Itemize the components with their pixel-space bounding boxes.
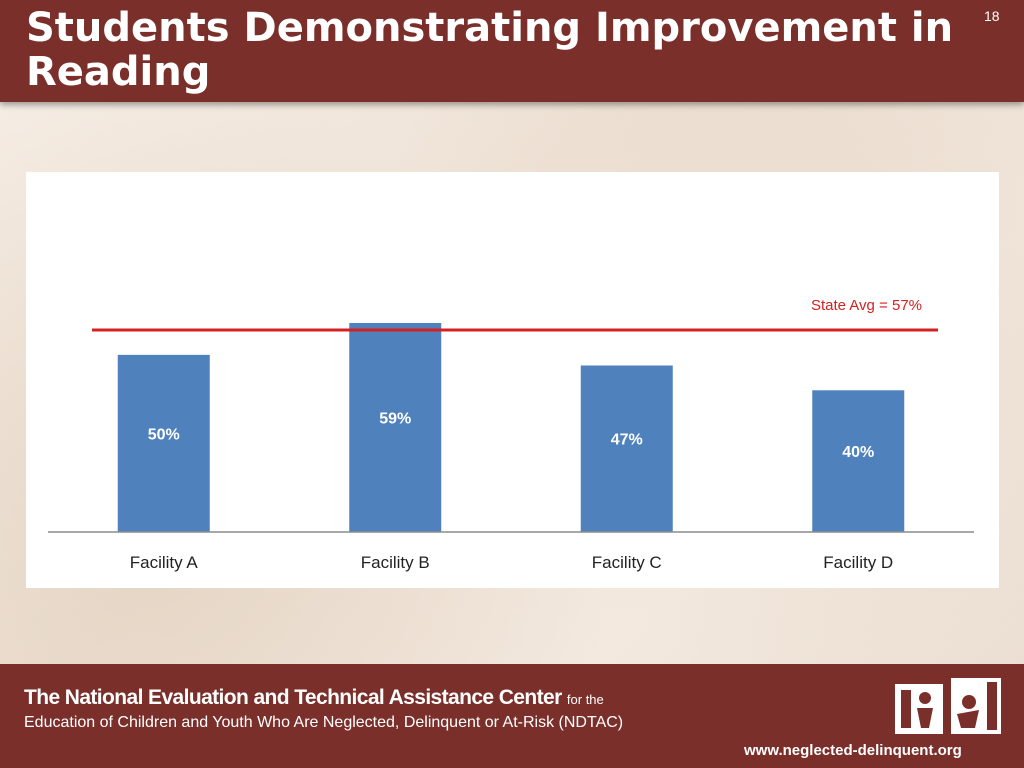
footer-url: www.neglected-delinquent.org: [744, 742, 962, 759]
footer-org-subtitle: Education of Children and Youth Who Are …: [24, 714, 624, 731]
bar-data-label: 59%: [379, 410, 411, 427]
x-tick-label: Facility D: [823, 553, 893, 572]
bar-data-label: 47%: [611, 432, 643, 449]
bar-data-label: 50%: [148, 426, 180, 443]
title-banner: Students Demonstrating Improvement in Re…: [0, 0, 1024, 102]
slide-title: Students Demonstrating Improvement in Re…: [26, 5, 954, 95]
state-average-label: State Avg = 57%: [811, 297, 922, 314]
footer-org-name: The National Evaluation and Technical As…: [24, 686, 562, 709]
nd-logo-icon: [895, 678, 1001, 734]
chart-panel: 50% Facility A 59% Facility B 47% Facility C 4…: [26, 172, 999, 588]
x-tick-label: Facility A: [130, 553, 199, 572]
x-tick-label: Facility B: [361, 553, 430, 572]
footer-banner: The National Evaluation and Technical As…: [0, 664, 1024, 768]
bar: [117, 354, 210, 532]
footer-org-line: The National Evaluation and Technical As…: [24, 686, 604, 710]
bar: [580, 365, 673, 532]
slide-number: 18: [984, 8, 1000, 24]
bar: [812, 390, 905, 532]
bar-data-label: 40%: [842, 444, 874, 461]
x-tick-label: Facility C: [592, 553, 662, 572]
bar: [349, 322, 442, 532]
footer-org-suffix: for the: [566, 692, 604, 707]
bar-chart: 50% Facility A 59% Facility B 47% Facility C 4…: [48, 297, 974, 572]
